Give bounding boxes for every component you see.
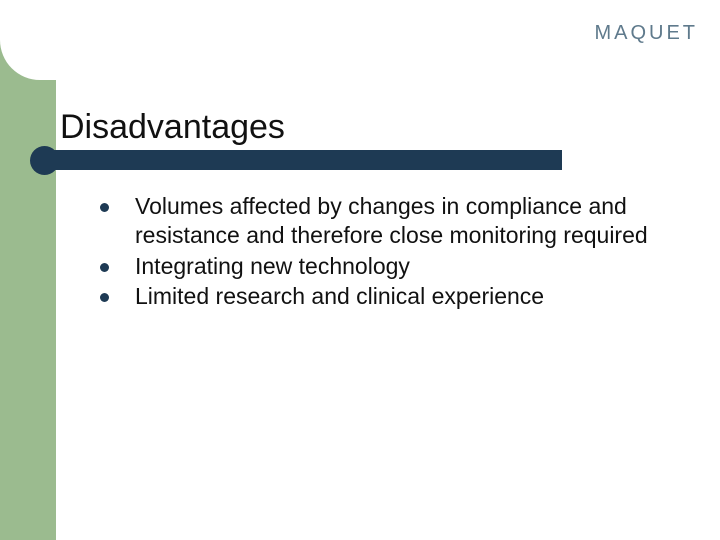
bullet-dot-icon	[100, 293, 109, 302]
list-item: Limited research and clinical experience	[100, 282, 660, 311]
bullet-dot-icon	[100, 203, 109, 212]
slide-title: Disadvantages	[60, 108, 285, 147]
list-item: Volumes affected by changes in complianc…	[100, 192, 660, 250]
bullet-text: Integrating new technology	[135, 252, 410, 281]
list-item: Integrating new technology	[100, 252, 660, 281]
bullet-text: Limited research and clinical experience	[135, 282, 544, 311]
left-accent-panel	[0, 0, 56, 540]
bullet-dot-icon	[100, 263, 109, 272]
brand-logo: MAQUET	[594, 22, 698, 45]
bullet-text: Volumes affected by changes in complianc…	[135, 192, 660, 250]
bullet-list: Volumes affected by changes in complianc…	[100, 192, 660, 313]
title-underline-bar	[42, 150, 562, 170]
left-panel-curve	[0, 0, 56, 80]
